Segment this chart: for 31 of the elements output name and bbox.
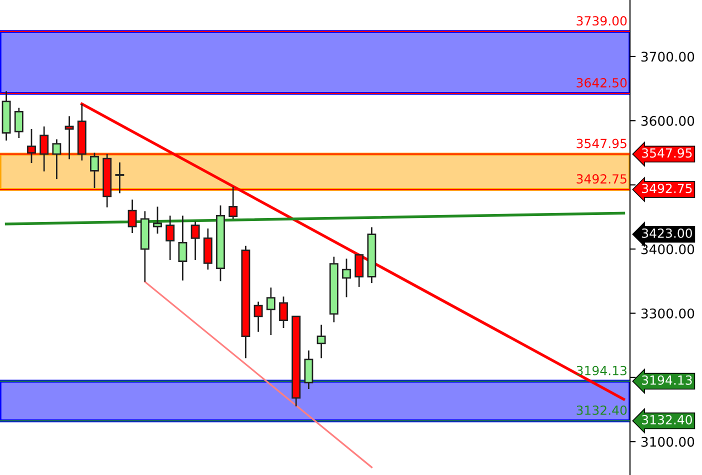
y-tick-label: 3100.00 bbox=[641, 436, 694, 447]
candlestick bbox=[304, 350, 314, 390]
candlestick bbox=[178, 214, 188, 282]
text: 3423.00 bbox=[642, 228, 692, 238]
candlestick bbox=[354, 254, 364, 288]
ref-line-label: 3132.40 bbox=[576, 405, 627, 415]
text: 3194.13 bbox=[642, 375, 692, 385]
text: 3547.95 bbox=[642, 148, 692, 158]
ref-line-label: 3547.95 bbox=[576, 138, 626, 148]
text: 3132.40 bbox=[642, 414, 692, 424]
candlestick bbox=[128, 198, 137, 234]
candlestick bbox=[52, 138, 62, 180]
candlestick bbox=[254, 300, 263, 333]
candlestick bbox=[279, 296, 288, 329]
candlestick bbox=[90, 152, 99, 189]
ref-line-label: 3492.75 bbox=[576, 174, 626, 184]
y-tick-label: 3400.00 bbox=[641, 244, 694, 254]
ref-line-label: 3739.00 bbox=[576, 16, 627, 26]
y-tick-label: 3700.00 bbox=[641, 52, 694, 62]
text: 3492.75 bbox=[642, 184, 692, 194]
candlestick bbox=[190, 220, 200, 261]
candlestick bbox=[316, 324, 326, 359]
candlestick bbox=[266, 286, 276, 336]
candlestick bbox=[166, 214, 175, 261]
candlestick bbox=[14, 107, 24, 139]
ref-line-label: 3642.50 bbox=[576, 78, 627, 88]
y-tick-label: 3300.00 bbox=[641, 308, 694, 318]
ref-line-label: 3194.13 bbox=[576, 366, 626, 376]
y-tick-label: 3600.00 bbox=[641, 116, 694, 126]
candlestick bbox=[153, 206, 162, 234]
candlestick bbox=[342, 258, 351, 298]
